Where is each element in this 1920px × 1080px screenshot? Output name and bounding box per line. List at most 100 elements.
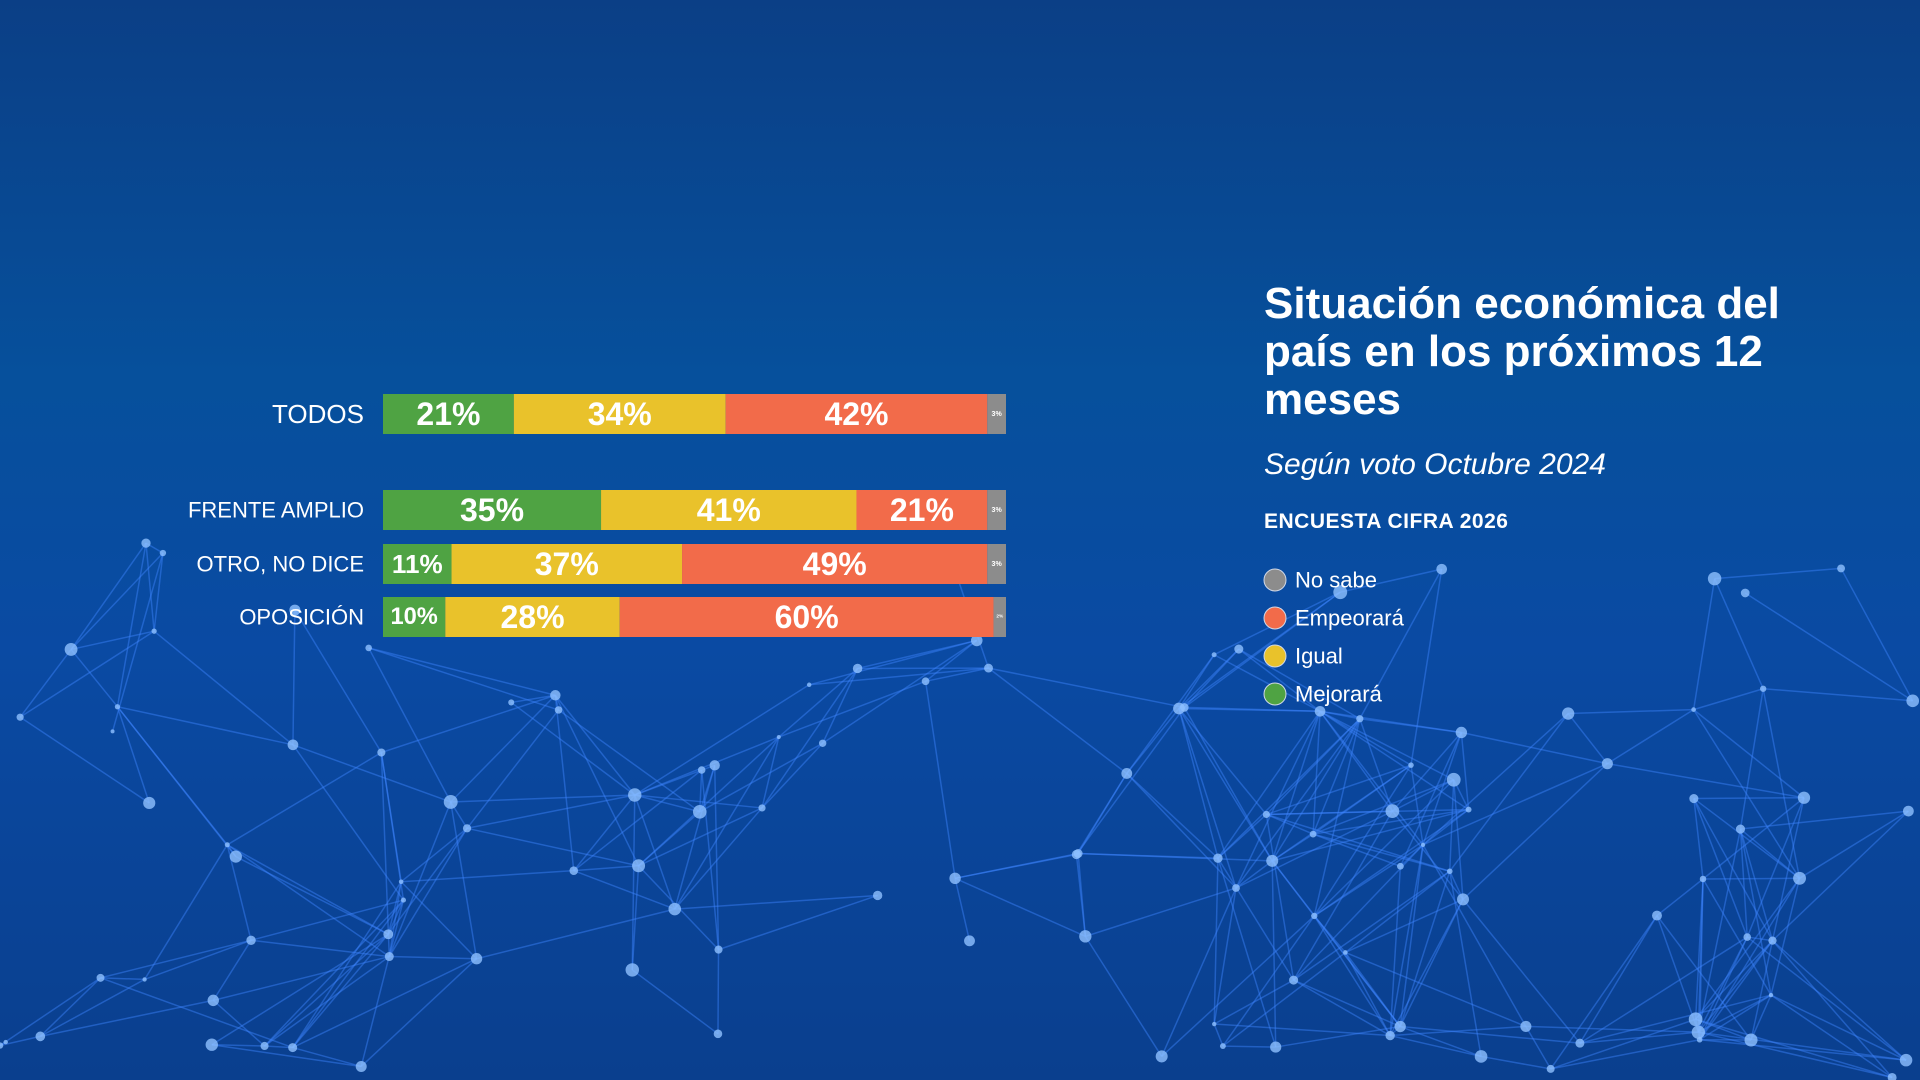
network-line	[388, 801, 452, 957]
bar-segment	[601, 490, 857, 530]
network-line	[1606, 708, 1695, 765]
network-node	[16, 713, 24, 721]
network-line	[387, 881, 402, 935]
network-line	[1579, 915, 1658, 1044]
network-line	[367, 647, 452, 803]
network-line	[1656, 915, 1752, 1041]
network-line	[1078, 852, 1218, 859]
network-line	[1744, 592, 1914, 702]
network-node	[1446, 868, 1453, 875]
network-line	[1739, 688, 1764, 830]
network-node	[470, 953, 483, 965]
network-node	[1446, 772, 1461, 787]
network-line	[1126, 772, 1219, 859]
network-line	[1213, 858, 1219, 1025]
network-line	[388, 881, 402, 957]
network-line	[1312, 808, 1469, 835]
network-line	[1771, 810, 1909, 942]
network-line	[1771, 940, 1907, 1061]
network-line	[1319, 710, 1424, 846]
network-line	[1703, 877, 1800, 880]
network-node	[1121, 768, 1133, 779]
network-line	[1422, 762, 1608, 846]
network-line	[1422, 713, 1569, 846]
network-line	[401, 869, 574, 883]
network-line	[1698, 994, 1772, 1033]
legend-label: Mejorará	[1295, 682, 1383, 707]
network-line	[292, 610, 296, 745]
network-line	[368, 647, 559, 711]
network-node	[1343, 950, 1348, 955]
value-label: 60%	[775, 599, 839, 635]
network-node	[692, 804, 707, 819]
network-line	[1313, 779, 1455, 917]
network-node	[400, 897, 406, 903]
network-line	[466, 709, 560, 829]
network-line	[19, 648, 72, 718]
network-line	[264, 899, 404, 1047]
network-node	[1906, 694, 1920, 708]
network-line	[116, 542, 147, 707]
network-node	[110, 729, 115, 734]
network-line	[264, 955, 390, 1047]
network-line	[1568, 708, 1694, 715]
network-node	[1903, 805, 1914, 817]
network-line	[1271, 718, 1361, 862]
network-line	[212, 939, 252, 1001]
network-line	[1178, 707, 1321, 713]
network-line	[1525, 1025, 1699, 1033]
network-line	[450, 794, 635, 803]
network-line	[1272, 808, 1469, 862]
network-node	[1408, 762, 1414, 768]
network-line	[1579, 936, 1748, 1044]
network-line	[1217, 710, 1321, 859]
network-line	[292, 881, 402, 1048]
network-line	[925, 667, 989, 683]
bar-segment	[451, 544, 683, 584]
network-node	[1266, 854, 1279, 867]
network-line	[1695, 877, 1801, 1020]
category-label: FRENTE AMPLIO	[188, 498, 364, 523]
network-line	[1184, 706, 1321, 713]
network-line	[476, 908, 675, 960]
network-node	[64, 642, 78, 656]
value-label: 3%	[992, 560, 1003, 568]
network-line	[1698, 1031, 1893, 1079]
network-line	[360, 958, 478, 1067]
network-node	[35, 1031, 46, 1042]
network-node	[625, 963, 640, 977]
network-node	[1768, 936, 1777, 945]
network-line	[1345, 951, 1527, 1028]
network-line	[211, 1043, 362, 1068]
network-line	[1739, 828, 1801, 879]
network-line	[1697, 828, 1742, 1033]
network-line	[809, 667, 989, 686]
network-line	[387, 827, 468, 935]
network-line	[634, 684, 810, 796]
network-node	[508, 699, 515, 706]
network-line	[1344, 870, 1451, 954]
network-line	[554, 694, 640, 867]
network-line	[554, 695, 575, 871]
network-line	[1312, 779, 1454, 835]
network-line	[634, 794, 676, 910]
network-line	[988, 667, 1128, 775]
network-line	[1391, 731, 1462, 812]
network-line	[1422, 808, 1470, 846]
value-label: 2%	[996, 614, 1004, 620]
network-line	[1410, 569, 1443, 766]
chart-source: ENCUESTA CIFRA 2026	[1264, 510, 1509, 533]
network-line	[1550, 915, 1658, 1070]
network-line	[1126, 772, 1237, 889]
network-line	[1480, 1055, 1551, 1070]
network-line	[1692, 709, 1801, 879]
network-line	[1126, 654, 1215, 774]
value-label: 35%	[460, 492, 524, 528]
network-node	[1234, 644, 1244, 654]
network-line	[1178, 708, 1219, 859]
network-line	[1271, 860, 1277, 1048]
network-line	[1312, 833, 1450, 872]
network-node	[1289, 975, 1299, 985]
network-line	[1739, 828, 1774, 941]
network-line	[1697, 878, 1704, 1033]
